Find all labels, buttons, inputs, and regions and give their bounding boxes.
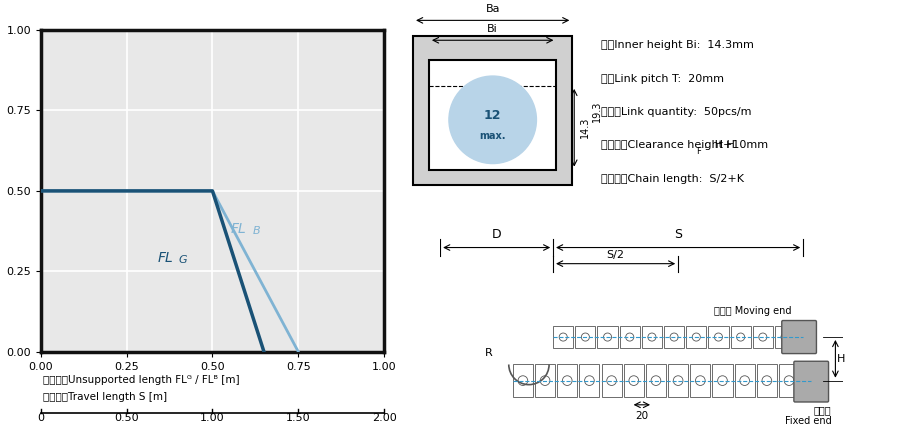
Bar: [734, 365, 754, 397]
Circle shape: [736, 333, 744, 341]
Text: H: H: [836, 354, 844, 364]
Text: $\mathit{FL}$: $\mathit{FL}$: [157, 251, 174, 265]
Bar: [685, 326, 705, 348]
FancyBboxPatch shape: [793, 361, 828, 402]
Text: $\mathit{G}$: $\mathit{G}$: [178, 253, 188, 265]
Text: 19.3: 19.3: [591, 100, 601, 121]
Text: 14.3: 14.3: [580, 117, 590, 139]
Bar: [429, 60, 555, 169]
Text: 架空长度Unsupported length FLᴳ / FLᴮ [m]: 架空长度Unsupported length FLᴳ / FLᴮ [m]: [43, 375, 240, 385]
Bar: [778, 365, 798, 397]
Circle shape: [449, 76, 535, 163]
Text: 2.00: 2.00: [371, 413, 396, 423]
Bar: [712, 365, 731, 397]
Bar: [535, 365, 554, 397]
Text: 12: 12: [483, 109, 501, 122]
Circle shape: [758, 333, 766, 341]
Bar: [556, 365, 577, 397]
Bar: [619, 326, 639, 348]
Text: :  H+10mm: : H+10mm: [703, 140, 768, 151]
Text: R: R: [484, 348, 492, 358]
Text: 0.50: 0.50: [114, 413, 139, 423]
Circle shape: [692, 333, 700, 341]
Text: 节距Link pitch T:  20mm: 节距Link pitch T: 20mm: [600, 73, 723, 84]
Circle shape: [673, 376, 683, 385]
Bar: [708, 326, 728, 348]
Circle shape: [717, 376, 727, 385]
Text: 链节数Link quantity:  50pcs/m: 链节数Link quantity: 50pcs/m: [600, 107, 750, 117]
Bar: [752, 326, 772, 348]
Bar: [579, 365, 599, 397]
Circle shape: [540, 376, 549, 385]
Bar: [774, 326, 795, 348]
Circle shape: [739, 376, 749, 385]
Circle shape: [713, 333, 721, 341]
Circle shape: [783, 376, 793, 385]
Circle shape: [584, 376, 593, 385]
Bar: [574, 326, 595, 348]
Circle shape: [628, 376, 638, 385]
Text: 内高Inner height Bi:  14.3mm: 内高Inner height Bi: 14.3mm: [600, 40, 753, 50]
Bar: [690, 365, 710, 397]
Bar: [600, 365, 621, 397]
Circle shape: [647, 333, 656, 341]
Text: 固定端
Fixed end: 固定端 Fixed end: [784, 405, 831, 426]
Bar: [512, 365, 533, 397]
Bar: [623, 365, 643, 397]
Bar: [756, 365, 776, 397]
Text: S: S: [674, 229, 682, 242]
Circle shape: [669, 333, 677, 341]
Bar: [413, 36, 572, 185]
Circle shape: [625, 333, 633, 341]
Circle shape: [780, 333, 788, 341]
Text: 安装高度Clearance height H: 安装高度Clearance height H: [600, 140, 734, 151]
Bar: [597, 326, 617, 348]
Circle shape: [559, 333, 566, 341]
Text: 拖链长度Chain length:  S/2+K: 拖链长度Chain length: S/2+K: [600, 174, 743, 184]
Text: 行程长度Travel length S [m]: 行程长度Travel length S [m]: [43, 392, 167, 402]
Text: 20: 20: [635, 411, 647, 421]
Text: Ba: Ba: [485, 4, 499, 15]
Text: S/2: S/2: [606, 250, 624, 260]
Bar: [730, 326, 749, 348]
Text: 移动端 Moving end: 移动端 Moving end: [712, 306, 790, 316]
Bar: [664, 326, 684, 348]
Bar: [641, 326, 661, 348]
Circle shape: [761, 376, 771, 385]
Circle shape: [603, 333, 611, 341]
Text: 1.00: 1.00: [200, 413, 225, 423]
Text: $\mathit{B}$: $\mathit{B}$: [252, 224, 261, 236]
Bar: [667, 365, 687, 397]
Bar: [553, 326, 573, 348]
Circle shape: [581, 333, 589, 341]
Circle shape: [606, 376, 616, 385]
Circle shape: [562, 376, 572, 385]
Circle shape: [694, 376, 704, 385]
Text: $\mathit{FL}$: $\mathit{FL}$: [229, 222, 247, 236]
Circle shape: [517, 376, 527, 385]
FancyBboxPatch shape: [781, 320, 815, 353]
Text: D: D: [491, 229, 501, 242]
Text: 1.50: 1.50: [285, 413, 311, 423]
Text: 安装高度Clearance height H: 安装高度Clearance height H: [0, 428, 1, 429]
Bar: [645, 365, 666, 397]
Text: max.: max.: [479, 131, 506, 141]
Text: F: F: [696, 148, 701, 156]
Text: Bi: Bi: [487, 24, 498, 34]
Text: 0: 0: [37, 413, 44, 423]
Circle shape: [650, 376, 660, 385]
